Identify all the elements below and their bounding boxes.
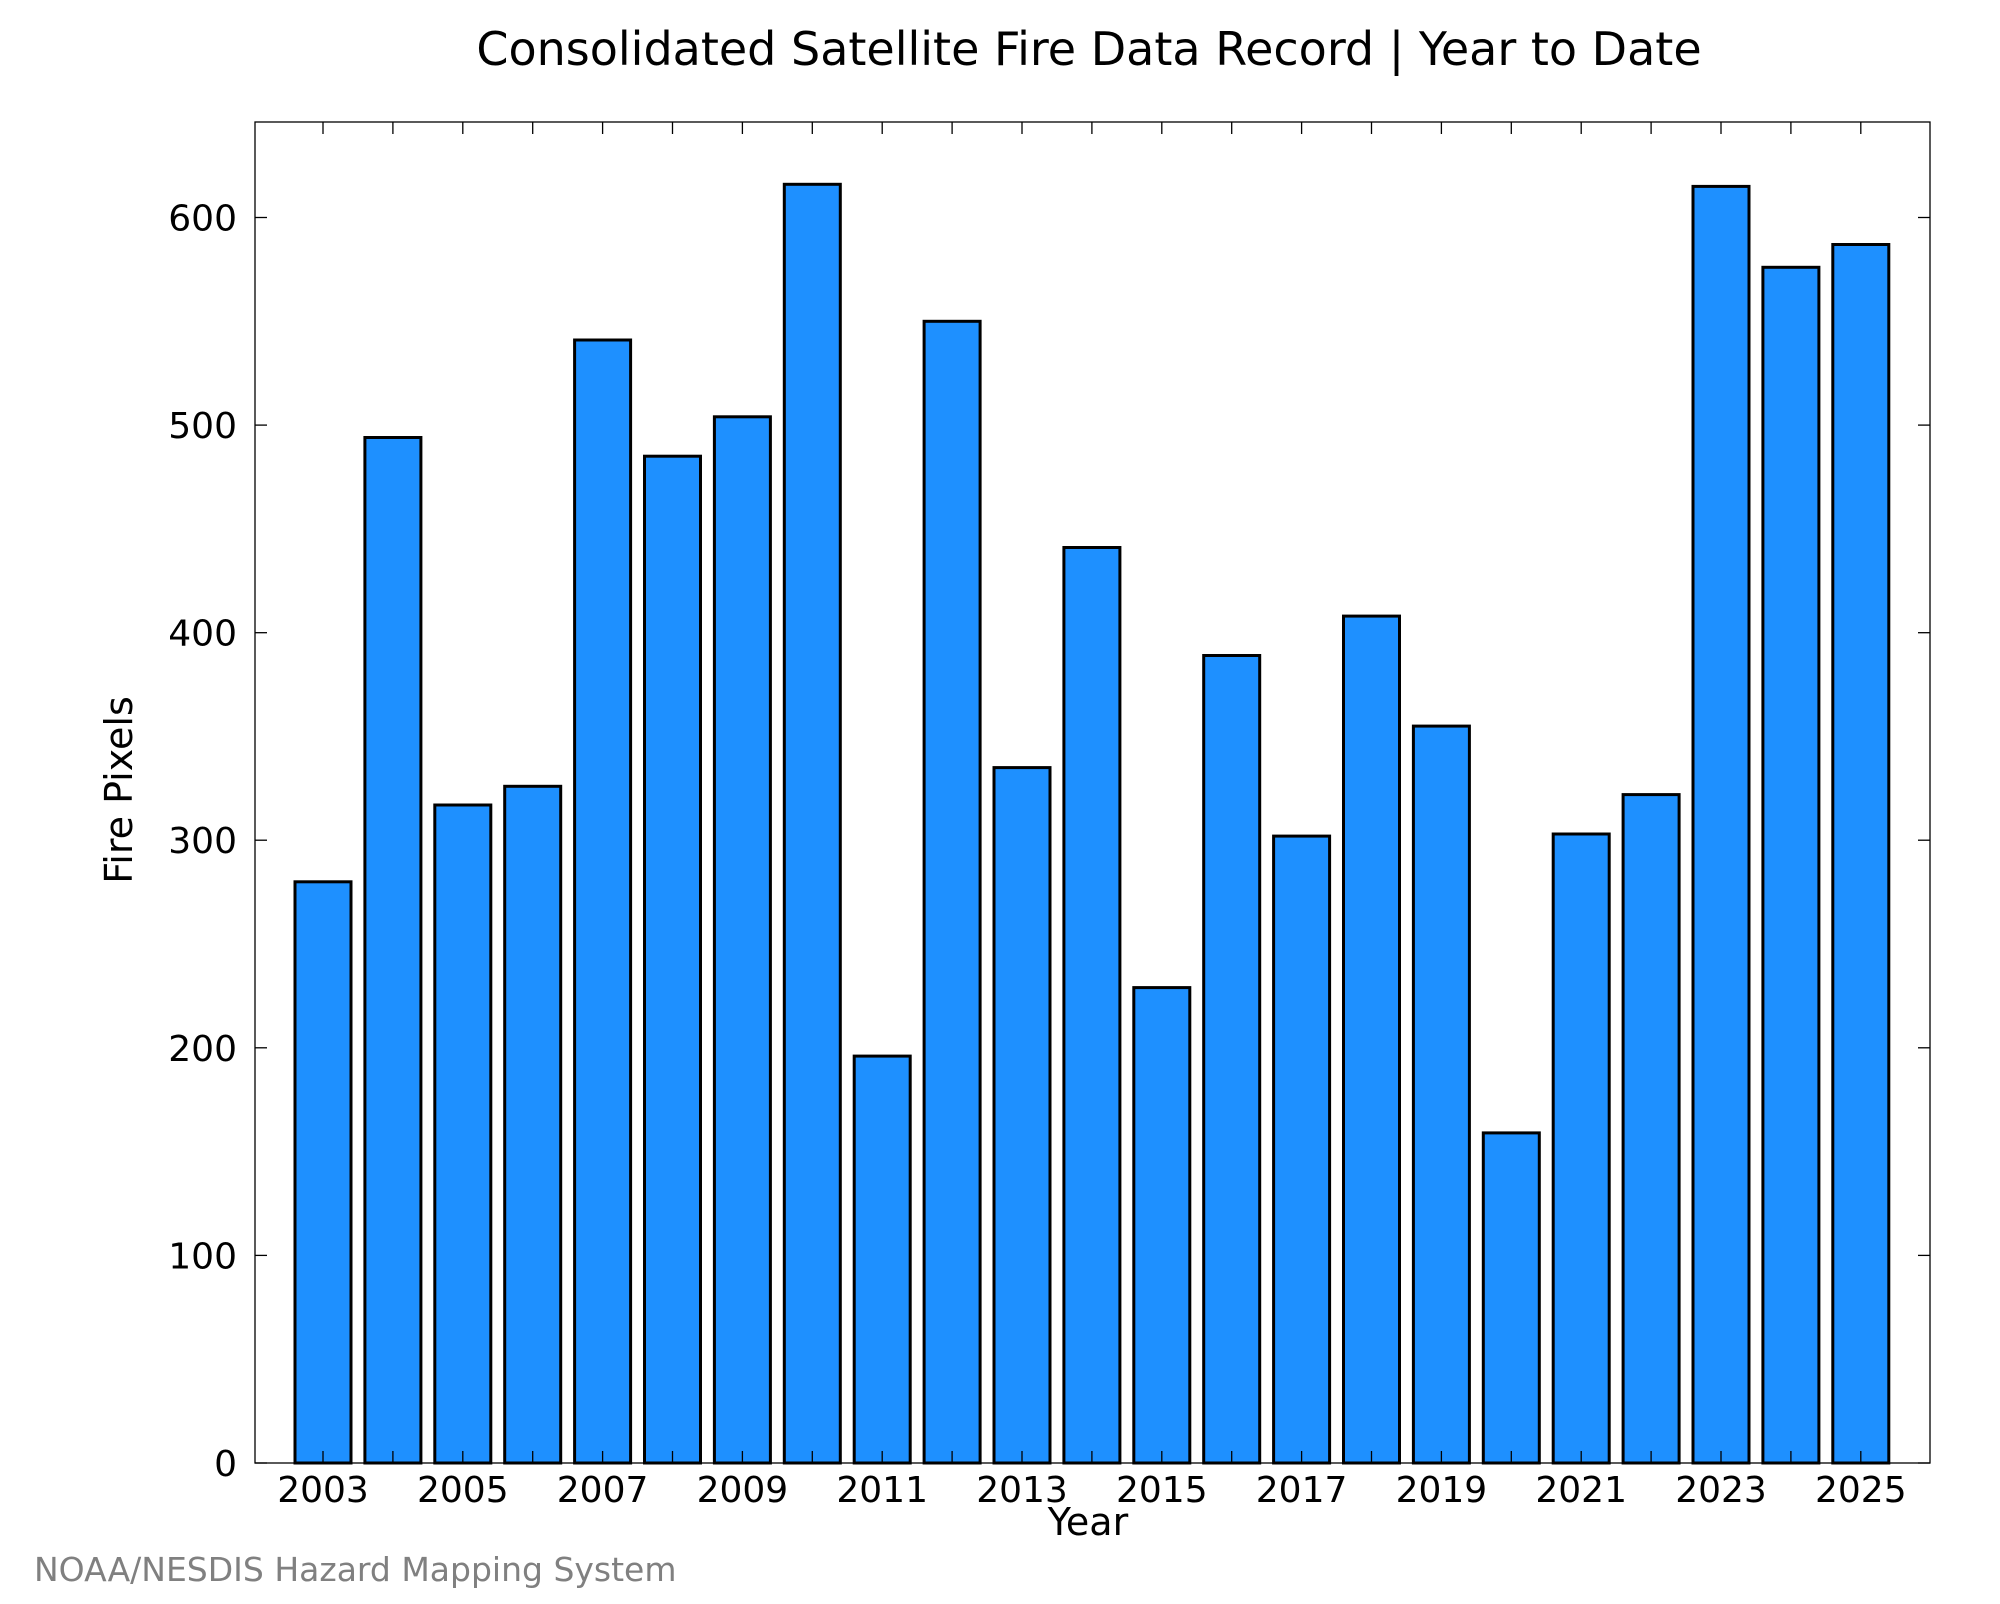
bar-2019 <box>1411 724 1471 1465</box>
bar-2003 <box>293 880 353 1465</box>
y-tick-label-400: 400 <box>168 614 237 655</box>
x-tick-label-2003: 2003 <box>277 1470 369 1511</box>
x-tick-label-2023: 2023 <box>1675 1470 1767 1511</box>
bar-2013 <box>992 766 1052 1465</box>
chart-title: Consolidated Satellite Fire Data Record … <box>476 22 1701 77</box>
bar-2004 <box>363 436 423 1465</box>
y-tick-label-200: 200 <box>168 1029 237 1070</box>
y-axis-label: Fire Pixels <box>97 696 141 884</box>
y-tick-label-500: 500 <box>168 406 237 447</box>
bar-2011 <box>852 1054 912 1465</box>
credit-text: NOAA/NESDIS Hazard Mapping System <box>34 1550 677 1589</box>
x-axis-label: Year <box>1047 1500 1129 1544</box>
bar-2008 <box>643 454 702 1465</box>
bar-2017 <box>1272 834 1332 1465</box>
bar-2020 <box>1481 1131 1541 1465</box>
y-ticks-group: 0 100 200 300 400 500 600 <box>168 199 1930 1485</box>
x-tick-label-2025: 2025 <box>1815 1470 1907 1511</box>
x-tick-label-2005: 2005 <box>417 1470 509 1511</box>
bar-2010 <box>782 182 842 1465</box>
bar-2023 <box>1691 184 1751 1465</box>
x-tick-label-2015: 2015 <box>1116 1470 1208 1511</box>
y-tick-label-300: 300 <box>168 821 237 862</box>
plot-area-frame <box>254 121 1931 1464</box>
bar-2025 <box>1831 243 1891 1465</box>
bar-2014 <box>1062 546 1122 1465</box>
x-tick-label-2009: 2009 <box>697 1470 789 1511</box>
bar-2006 <box>503 784 563 1465</box>
y-tick-label-600: 600 <box>168 199 237 240</box>
x-tick-label-2017: 2017 <box>1256 1470 1348 1511</box>
bar-2009 <box>712 415 772 1465</box>
x-tick-label-2007: 2007 <box>557 1470 649 1511</box>
bar-2021 <box>1551 832 1611 1465</box>
bar-2024 <box>1761 265 1821 1465</box>
x-tick-label-2013: 2013 <box>976 1470 1068 1511</box>
y-tick-label-0: 0 <box>214 1444 237 1485</box>
bars-group <box>293 182 1891 1465</box>
bar-2005 <box>433 803 493 1465</box>
x-tick-label-2021: 2021 <box>1535 1470 1627 1511</box>
bar-2022 <box>1621 793 1681 1465</box>
x-tick-label-2011: 2011 <box>836 1470 928 1511</box>
x-ticks-group: 2003 2005 2007 2009 2011 2013 2015 2017 2019 2021… <box>277 122 1907 1511</box>
bar-2016 <box>1202 654 1262 1465</box>
bar-2015 <box>1132 986 1192 1465</box>
bar-2007 <box>573 338 633 1465</box>
x-tick-label-2019: 2019 <box>1396 1470 1488 1511</box>
bar-2018 <box>1342 614 1401 1465</box>
bar-2012 <box>922 319 982 1465</box>
y-tick-label-100: 100 <box>168 1236 237 1277</box>
